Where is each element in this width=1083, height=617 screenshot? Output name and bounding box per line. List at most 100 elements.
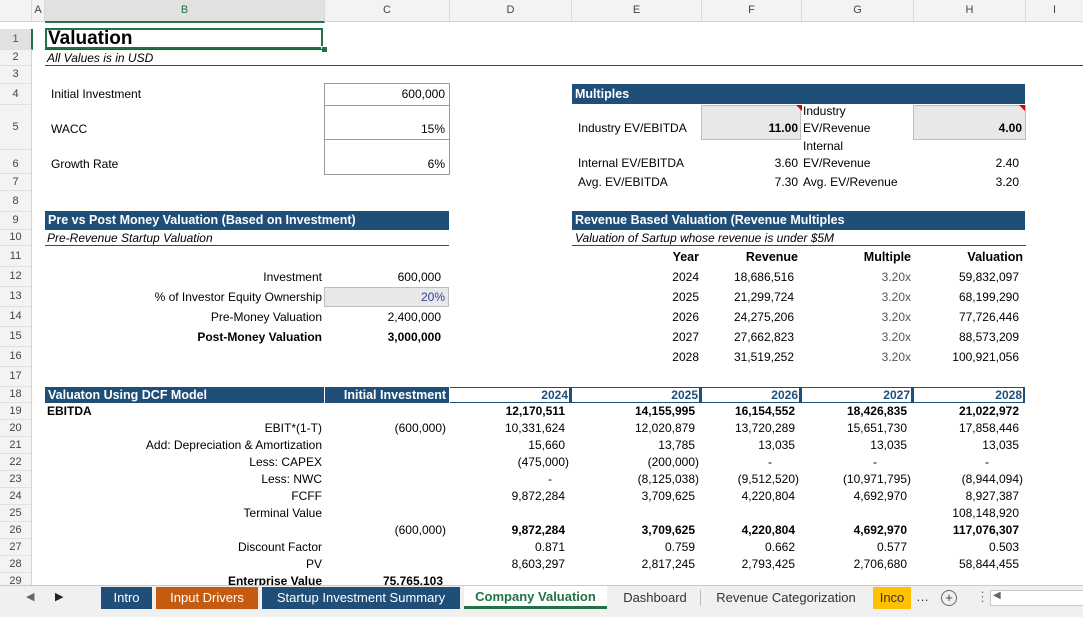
da-label: Add: Depreciation & Amortization [145, 438, 322, 452]
subtitle-underline [45, 65, 1083, 66]
row-header-6[interactable]: 6 [0, 150, 32, 174]
tab-income[interactable]: Inco [873, 587, 911, 609]
wacc-label: WACC [51, 122, 88, 136]
rev-valuation: 59,832,097 [958, 270, 1019, 284]
dcf-total: 4,692,970 [853, 523, 907, 537]
horizontal-scrollbar[interactable] [990, 590, 1083, 606]
dcf-ebitda: 14,155,995 [634, 404, 695, 418]
row-header-5[interactable]: 5 [0, 105, 32, 150]
dcf-da: 13,035 [982, 438, 1019, 452]
post-money-value: 3,000,000 [387, 330, 441, 344]
row-header-9[interactable]: 9 [0, 212, 32, 230]
dcf-total: 9,872,284 [511, 523, 565, 537]
tab-input-drivers[interactable]: Input Drivers [156, 587, 258, 609]
industry-ev-ebitda-label: Industry EV/EBITDA [578, 121, 687, 135]
column-header-a[interactable]: A [32, 0, 45, 22]
row-header-19[interactable]: 19 [0, 403, 32, 420]
col-year-header: Year [672, 250, 699, 264]
row-header-20[interactable]: 20 [0, 420, 32, 437]
row-header-1[interactable]: 1 [0, 29, 33, 50]
dcf-ebit: 10,331,624 [504, 421, 565, 435]
initial-investment-label: Initial Investment [51, 87, 142, 101]
row-header-12[interactable]: 12 [0, 267, 32, 287]
more-tabs-icon[interactable]: … [916, 589, 929, 604]
dcf-col-divider [449, 387, 450, 403]
column-header-f[interactable]: F [702, 0, 802, 22]
column-header-i[interactable]: I [1026, 0, 1083, 22]
dcf-da: 15,660 [528, 438, 565, 452]
multiples-header: Multiples [572, 84, 1025, 104]
column-header-b[interactable]: B [45, 0, 325, 23]
row-header-15[interactable]: 15 [0, 327, 32, 347]
dcf-year-cell [702, 388, 801, 402]
row-header-18[interactable]: 18 [0, 387, 32, 403]
dcf-discount-factor: 0.662 [764, 540, 795, 554]
terminal-value-label: Terminal Value [243, 506, 322, 520]
industry-ev-revenue-input[interactable] [913, 105, 1026, 140]
avg-ev-revenue-label: Avg. EV/Revenue [803, 175, 898, 189]
growth-rate-value: 6% [427, 157, 445, 171]
dcf-pv: 8,603,297 [511, 557, 565, 571]
prepost-subheader: Pre-Revenue Startup Valuation [47, 231, 213, 245]
row-header-7[interactable]: 7 [0, 174, 32, 191]
industry-ev-ebitda-input[interactable] [701, 105, 801, 140]
rev-valuation: 88,573,209 [958, 330, 1019, 344]
column-header-c[interactable]: C [325, 0, 450, 22]
dcf-discount-factor: 0.577 [876, 540, 907, 554]
dcf-year-cell [802, 388, 913, 402]
row-header-2[interactable]: 2 [0, 50, 32, 66]
rev-year: 2025 [672, 290, 699, 304]
tab-intro[interactable]: Intro [101, 587, 152, 609]
comment-indicator-icon [796, 105, 802, 111]
row-header-27[interactable]: 27 [0, 539, 32, 556]
rev-year: 2027 [672, 330, 699, 344]
row-header-24[interactable]: 24 [0, 488, 32, 505]
dcf-year-2028: 2028 [995, 388, 1022, 402]
tab-dashboard[interactable]: Dashboard [623, 590, 687, 605]
total-initial: (600,000) [394, 523, 446, 537]
row-header-25[interactable]: 25 [0, 505, 32, 522]
row-header-28[interactable]: 28 [0, 556, 32, 573]
column-header-d[interactable]: D [450, 0, 572, 22]
dcf-fcff: 4,692,970 [853, 489, 907, 503]
row-header-14[interactable]: 14 [0, 307, 32, 327]
scroll-tabs-right-icon[interactable]: ▶ [55, 591, 64, 603]
revenue-valuation-subheader: Valuation of Sartup whose revenue is und… [575, 231, 835, 245]
row-header-21[interactable]: 21 [0, 437, 32, 454]
tab-splitter-icon[interactable]: ⋮ [976, 589, 989, 604]
equity-ownership-input[interactable] [324, 287, 449, 307]
scroll-left-icon[interactable]: ◀ [993, 590, 1001, 601]
corner-select-all[interactable] [0, 0, 32, 22]
rev-revenue: 27,662,823 [733, 330, 794, 344]
tab-revenue-categorization[interactable]: Revenue Categorization [716, 590, 856, 605]
row-header-13[interactable]: 13 [0, 287, 32, 307]
row-header-10[interactable]: 10 [0, 230, 32, 246]
row-header-23[interactable]: 23 [0, 471, 32, 488]
col-revenue-header: Revenue [745, 250, 798, 264]
prepost-header: Pre vs Post Money Valuation (Based on In… [45, 211, 449, 230]
comment-indicator-icon [1019, 105, 1025, 111]
column-header-g[interactable]: G [802, 0, 914, 22]
growth-rate-input[interactable] [324, 139, 450, 175]
column-header-h[interactable]: H [914, 0, 1026, 22]
row-header-4[interactable]: 4 [0, 84, 32, 105]
row-header-11[interactable]: 11 [0, 246, 32, 267]
column-header-e[interactable]: E [572, 0, 702, 22]
dcf-total: 4,220,804 [741, 523, 795, 537]
selected-cell-b1[interactable] [45, 28, 323, 49]
row-header-3[interactable]: 3 [0, 66, 32, 84]
industry-ev-revenue-value: 4.00 [998, 121, 1022, 135]
row-header-22[interactable]: 22 [0, 454, 32, 471]
tab-startup-investment-summary[interactable]: Startup Investment Summary [262, 587, 460, 609]
row-header-26[interactable]: 26 [0, 522, 32, 539]
col-multiple-header: Multiple [863, 250, 911, 264]
scroll-tabs-left-icon[interactable]: ◀ [26, 591, 35, 603]
dcf-da: 13,035 [758, 438, 795, 452]
row-header-16[interactable]: 16 [0, 347, 32, 367]
tab-company-valuation[interactable]: Company Valuation [464, 586, 607, 609]
row-header-17[interactable]: 17 [0, 367, 32, 387]
add-sheet-icon[interactable]: + [941, 590, 957, 606]
row-header-8[interactable]: 8 [0, 191, 32, 212]
dcf-nwc: (8,125,038) [637, 472, 699, 486]
dcf-fcff: 4,220,804 [741, 489, 795, 503]
